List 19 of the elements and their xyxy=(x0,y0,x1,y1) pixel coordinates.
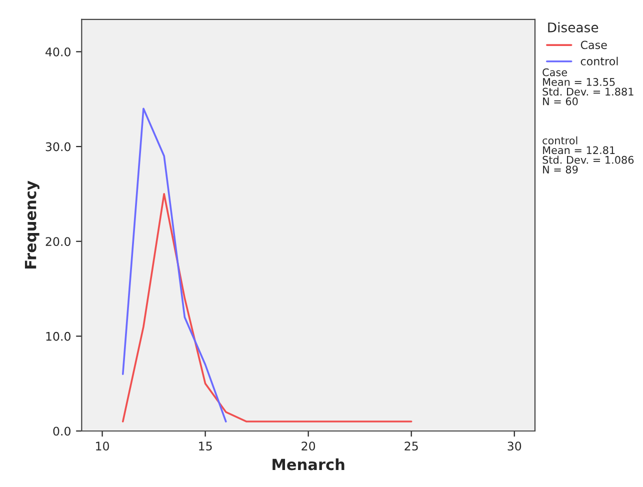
y-tick-label: 10.0 xyxy=(46,332,70,341)
x-tick-label: 15 xyxy=(199,442,212,451)
text: Case Mean = 13.55 Std. Dev. = 1.881 N = 60 xyxy=(542,68,634,106)
y-tick-label: 30.0 xyxy=(46,142,70,152)
x-tick-label: 25 xyxy=(404,442,418,451)
text: control Mean = 12.81 Std. Dev. = 1.086 N = 89 xyxy=(542,136,634,174)
x-tick-label: 30 xyxy=(508,442,522,451)
y-axis-title: Frequency xyxy=(24,180,40,269)
line-series xyxy=(122,108,227,422)
x-tick-label: 20 xyxy=(302,442,316,451)
y-tick-label: 0.0 xyxy=(53,426,70,436)
legend-label: control xyxy=(580,56,618,66)
y-tick-label: 20.0 xyxy=(46,237,70,246)
legend-label: Case xyxy=(580,40,607,50)
x-axis-title: Menarch xyxy=(272,458,344,470)
line-series xyxy=(122,193,412,422)
legend-title: Disease xyxy=(548,22,598,32)
x-tick-label: 10 xyxy=(96,442,109,451)
y-tick-label: 40.0 xyxy=(46,47,70,56)
